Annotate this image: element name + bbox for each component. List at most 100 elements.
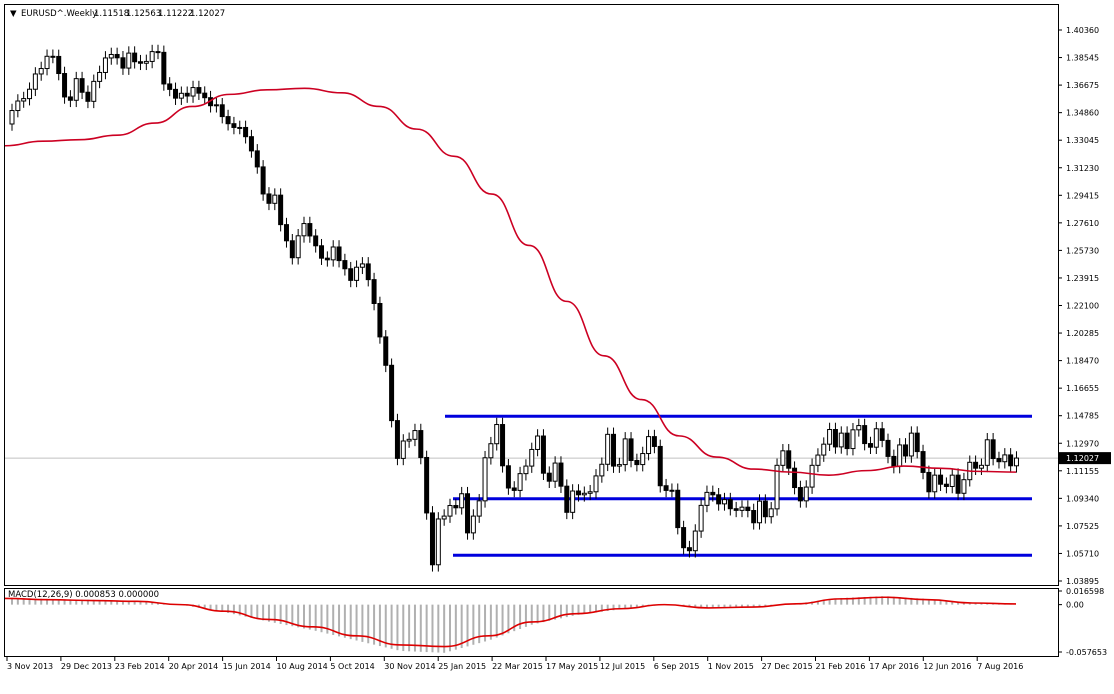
candle-up bbox=[459, 493, 465, 509]
candle-down bbox=[832, 429, 838, 448]
candle-up bbox=[803, 486, 809, 502]
candle-up bbox=[488, 443, 494, 459]
candle-down bbox=[762, 500, 768, 518]
candle-up bbox=[605, 433, 611, 465]
candle-up bbox=[587, 491, 593, 494]
candle-up bbox=[517, 473, 523, 491]
x-tick-label: 29 Dec 2013 bbox=[61, 662, 112, 671]
candle-down bbox=[79, 78, 85, 93]
candle-down bbox=[675, 489, 681, 529]
candle-up bbox=[978, 464, 984, 469]
candle-down bbox=[546, 472, 552, 482]
candle-up bbox=[38, 68, 44, 75]
macd-header: MACD(12,26,9) 0.000853 0.000000 bbox=[8, 590, 159, 600]
candle-up bbox=[821, 443, 827, 456]
y-tick-label: 1.16655 bbox=[1066, 384, 1099, 393]
candle-up bbox=[815, 454, 821, 466]
candle-down bbox=[575, 490, 581, 496]
candle-up bbox=[108, 53, 114, 59]
candle-down bbox=[184, 92, 190, 97]
candle-down bbox=[657, 445, 663, 487]
candle-up bbox=[406, 438, 412, 442]
candle-up bbox=[97, 71, 103, 82]
candle-down bbox=[651, 436, 657, 447]
candle-up bbox=[447, 505, 453, 517]
candle-down bbox=[1008, 454, 1014, 467]
candle-up bbox=[616, 464, 622, 467]
x-tick-label: 25 Jan 2015 bbox=[438, 662, 486, 671]
header-high: 1.12563 bbox=[126, 9, 161, 19]
x-tick-label: 10 Aug 2014 bbox=[277, 662, 328, 671]
candle-down bbox=[336, 246, 342, 262]
candle-up bbox=[984, 439, 990, 466]
y-tick-label: 1.09340 bbox=[1066, 494, 1099, 503]
x-tick-label: 12 Jun 2016 bbox=[923, 662, 971, 671]
candle-down bbox=[225, 116, 231, 125]
candle-down bbox=[914, 432, 920, 453]
candle-up bbox=[1002, 454, 1008, 463]
candle-up bbox=[126, 52, 132, 69]
candle-up bbox=[622, 438, 628, 466]
candle-up bbox=[494, 424, 500, 445]
candle-down bbox=[248, 136, 254, 152]
candle-down bbox=[453, 505, 459, 509]
candle-up bbox=[552, 462, 558, 482]
candle-down bbox=[681, 527, 687, 549]
candle-up bbox=[213, 104, 219, 107]
candle-up bbox=[570, 490, 576, 513]
candle-down bbox=[745, 506, 751, 512]
candle-up bbox=[692, 530, 698, 552]
candle-down bbox=[920, 451, 926, 473]
header-menu-glyph[interactable]: ▼ bbox=[10, 9, 17, 19]
candle-down bbox=[710, 491, 716, 496]
x-tick-label: 20 Apr 2014 bbox=[169, 662, 218, 671]
candle-down bbox=[938, 474, 944, 485]
y-tick-label: 1.20285 bbox=[1066, 329, 1099, 338]
candle-up bbox=[330, 246, 336, 261]
header-low: 1.11222 bbox=[158, 9, 193, 19]
candle-down bbox=[371, 279, 377, 304]
candle-up bbox=[640, 453, 646, 466]
y-tick-label: 1.05710 bbox=[1066, 549, 1099, 558]
candle-up bbox=[441, 515, 447, 520]
candle-down bbox=[202, 92, 208, 99]
candle-up bbox=[523, 465, 529, 475]
candle-down bbox=[505, 465, 511, 489]
x-tick-label: 21 Feb 2016 bbox=[816, 662, 866, 671]
candle-down bbox=[955, 474, 961, 494]
candle-up bbox=[856, 425, 862, 431]
candle-up bbox=[646, 436, 652, 455]
candle-down bbox=[132, 52, 138, 63]
candle-up bbox=[908, 432, 914, 457]
candle-down bbox=[56, 55, 62, 75]
candle-down bbox=[844, 432, 850, 450]
candle-down bbox=[996, 458, 1002, 463]
candle-up bbox=[27, 88, 33, 100]
y-tick-label: 1.29415 bbox=[1066, 191, 1099, 200]
candle-up bbox=[9, 110, 15, 125]
candle-up bbox=[850, 429, 856, 450]
candle-up bbox=[704, 491, 710, 506]
candle-down bbox=[867, 443, 873, 448]
candle-down bbox=[628, 438, 634, 461]
candle-down bbox=[278, 194, 284, 226]
candle-up bbox=[272, 194, 278, 204]
candle-up bbox=[190, 87, 196, 97]
candle-down bbox=[85, 91, 91, 102]
candle-down bbox=[167, 83, 173, 90]
candle-up bbox=[301, 223, 307, 237]
candle-down bbox=[50, 55, 56, 58]
candle-down bbox=[173, 88, 179, 99]
candle-up bbox=[721, 499, 727, 505]
candle-up bbox=[932, 474, 938, 493]
macd-signal-line bbox=[4, 596, 1017, 648]
candle-down bbox=[558, 462, 564, 487]
x-tick-label: 6 Sep 2015 bbox=[654, 662, 700, 671]
y-tick-label: 1.34860 bbox=[1066, 109, 1099, 118]
candle-down bbox=[155, 51, 161, 54]
candle-up bbox=[354, 266, 360, 281]
y-tick-label: 1.33045 bbox=[1066, 136, 1099, 145]
header-open: 1.11518 bbox=[94, 9, 129, 19]
candle-down bbox=[611, 433, 617, 467]
candle-down bbox=[990, 439, 996, 460]
